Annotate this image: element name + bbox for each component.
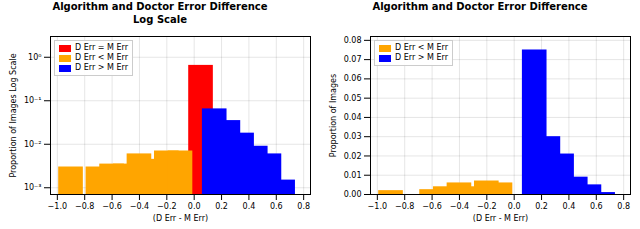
svg-text:10⁻²: 10⁻² (24, 140, 42, 149)
svg-text:−0.6: −0.6 (102, 202, 121, 211)
svg-text:10⁻¹: 10⁻¹ (24, 96, 42, 105)
svg-text:(D Err - M Err): (D Err - M Err) (473, 214, 528, 223)
svg-text:0.06: 0.06 (344, 74, 362, 83)
svg-text:0.2: 0.2 (535, 202, 548, 211)
html-text:Algorithm and Doctor Error Dif: Algorithm and Doctor Error Difference Lo… (52, 1, 268, 25)
svg-text:(D Err - M Err): (D Err - M Err) (153, 214, 208, 223)
svg-text:0.0: 0.0 (508, 202, 521, 211)
svg-text:0.03: 0.03 (344, 132, 362, 141)
svg-text:0.0: 0.0 (188, 202, 201, 211)
svg-text:0.00: 0.00 (344, 190, 362, 199)
svg-text:0.8: 0.8 (297, 202, 310, 211)
html-text:D Err > M Err: D Err > M Err (395, 53, 448, 62)
svg-text:0.08: 0.08 (344, 36, 362, 45)
svg-text:0.07: 0.07 (344, 55, 362, 64)
svg-text:10⁰: 10⁰ (28, 53, 41, 62)
html-text:D Err < M Err: D Err < M Err (395, 43, 448, 52)
svg-text:0.4: 0.4 (243, 202, 256, 211)
html-text:D Err < M Err: D Err < M Err (75, 53, 128, 62)
svg-text:10⁻³: 10⁻³ (24, 183, 42, 192)
svg-text:0.04: 0.04 (344, 113, 362, 122)
svg-text:−0.4: −0.4 (130, 202, 149, 211)
svg-text:0.6: 0.6 (590, 202, 603, 211)
svg-text:0.8: 0.8 (617, 202, 630, 211)
svg-text:Proportion of Images Log Scale: Proportion of Images Log Scale (9, 53, 18, 177)
svg-text:Proportion of Images: Proportion of Images (329, 74, 338, 157)
svg-text:0.2: 0.2 (215, 202, 228, 211)
svg-text:0.4: 0.4 (563, 202, 576, 211)
svg-text:0.6: 0.6 (270, 202, 283, 211)
svg-text:−0.6: −0.6 (422, 202, 441, 211)
svg-text:−0.4: −0.4 (450, 202, 469, 211)
svg-text:−1.0: −1.0 (368, 202, 387, 211)
svg-text:0.05: 0.05 (344, 94, 362, 103)
svg-text:0.02: 0.02 (344, 152, 362, 161)
html-text:Algorithm and Doctor Error Dif: Algorithm and Doctor Error Difference (372, 1, 588, 12)
svg-text:−0.2: −0.2 (157, 202, 176, 211)
svg-text:−1.0: −1.0 (48, 202, 67, 211)
html-text:D Err > M Err: D Err > M Err (75, 63, 128, 72)
svg-text:−0.8: −0.8 (75, 202, 94, 211)
svg-text:0.01: 0.01 (344, 171, 362, 180)
svg-text:−0.8: −0.8 (395, 202, 414, 211)
svg-text:−0.2: −0.2 (477, 202, 496, 211)
html-text:D Err = M Err: D Err = M Err (75, 43, 128, 52)
